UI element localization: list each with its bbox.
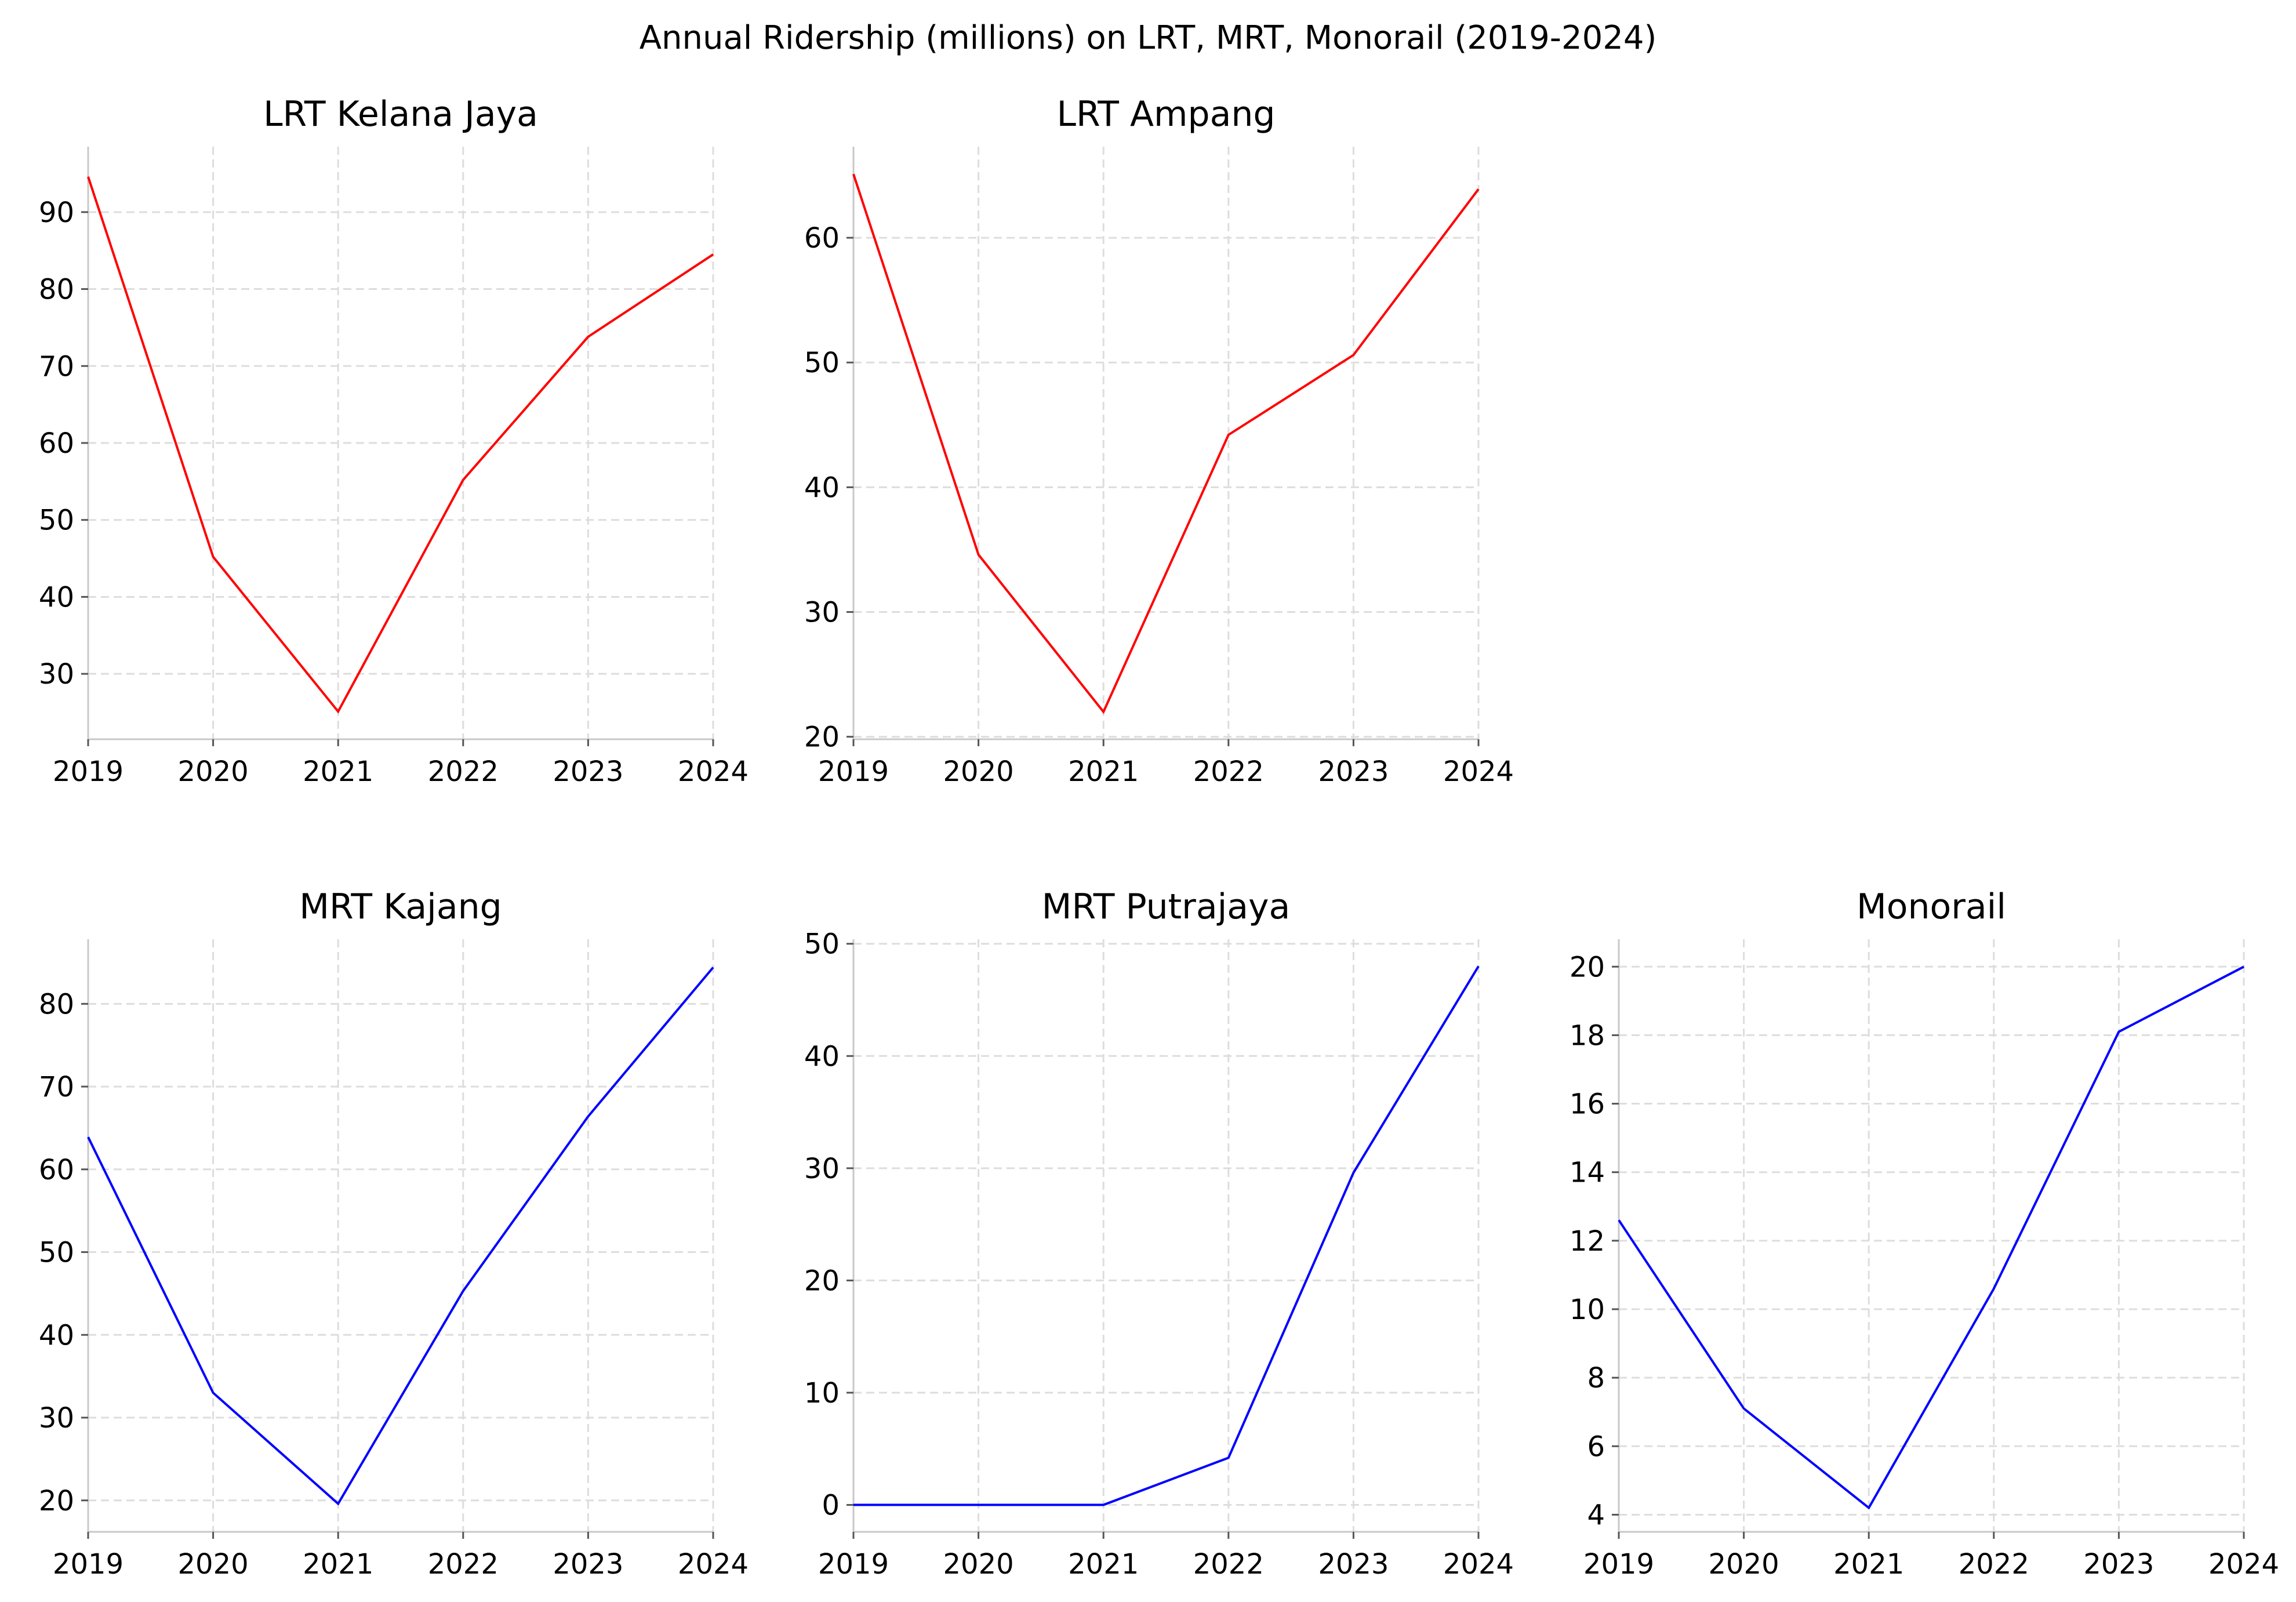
y-tick-label: 10 (1570, 1294, 1605, 1326)
x-tick-label: 2021 (1833, 1548, 1904, 1581)
y-tick-label: 90 (39, 197, 74, 229)
series-line (87, 176, 714, 714)
series-line (852, 173, 1480, 714)
y-tick-label: 50 (804, 928, 840, 961)
y-tick-label: 12 (1570, 1225, 1605, 1258)
subplot-title: LRT Kelana Jaya (263, 94, 538, 135)
y-tick-label: 70 (39, 1071, 74, 1103)
subplot-title: Monorail (1857, 887, 2006, 927)
x-tick-label: 2022 (1959, 1548, 2029, 1581)
series-line (1618, 965, 2244, 1510)
subplot-5: 4 6 8 10 12 14 16 18 20 2019 2020 2021 2022 2023 2024 M… (1570, 887, 2279, 1581)
y-tick-label: 20 (1570, 951, 1605, 983)
y-tick-label: 16 (1570, 1088, 1605, 1121)
subplot-title: MRT Kajang (299, 887, 502, 927)
x-tick-label: 2022 (428, 755, 499, 788)
x-tick-label: 2022 (428, 1548, 499, 1581)
y-tick-label: 30 (39, 1402, 74, 1434)
y-tick-label: 6 (1587, 1430, 1605, 1463)
subplot-title: MRT Putrajaya (1042, 887, 1291, 927)
series-line (853, 965, 1480, 1506)
subplot-3: 20 30 40 50 60 70 80 2019 2020 2021 2022 2023 2024 MR… (39, 887, 749, 1581)
x-tick-label: 2022 (1193, 755, 1264, 788)
x-tick-label: 2020 (943, 755, 1014, 788)
x-tick-label: 2020 (178, 755, 249, 788)
y-tick-label: 14 (1570, 1157, 1605, 1189)
y-tick-label: 50 (804, 347, 840, 379)
y-tick-label: 30 (804, 1153, 840, 1185)
y-tick-label: 60 (804, 222, 840, 255)
y-tick-label: 18 (1570, 1019, 1605, 1052)
x-tick-label: 2021 (1068, 755, 1139, 788)
x-tick-label: 2024 (2208, 1548, 2279, 1581)
figure-title: Annual Ridership (millions) on LRT, MRT,… (640, 19, 1657, 57)
x-tick-label: 2023 (553, 1548, 623, 1581)
y-tick-label: 40 (39, 1319, 74, 1352)
x-tick-label: 2024 (1443, 1548, 1514, 1581)
subplot-1: 30 40 50 60 70 80 90 2019 2020 2021 2022 2023 2024 LR… (39, 94, 749, 788)
y-tick-label: 30 (39, 658, 74, 691)
x-tick-label: 2023 (553, 755, 623, 788)
x-tick-label: 2021 (303, 755, 373, 788)
y-tick-label: 20 (804, 721, 840, 754)
subplot-2: 20 30 40 50 60 2019 2020 2021 2022 2023 2024 LRT Am… (804, 94, 1514, 788)
y-tick-label: 10 (804, 1377, 840, 1410)
y-tick-label: 80 (39, 988, 74, 1020)
subplot-4: 0 10 20 30 40 50 2019 2020 2021 2022 2023 2024 MRT P… (804, 887, 1514, 1581)
y-tick-label: 0 (822, 1490, 840, 1522)
x-tick-label: 2019 (53, 1548, 123, 1581)
x-tick-label: 2024 (1443, 755, 1514, 788)
x-tick-label: 2023 (1318, 1548, 1389, 1581)
subplot-title: LRT Ampang (1057, 94, 1276, 135)
x-tick-label: 2024 (678, 755, 749, 788)
x-tick-label: 2019 (53, 755, 123, 788)
y-tick-label: 40 (39, 581, 74, 613)
x-tick-label: 2020 (943, 1548, 1014, 1581)
y-tick-label: 20 (804, 1265, 840, 1297)
x-tick-label: 2023 (2083, 1548, 2154, 1581)
x-tick-label: 2020 (1709, 1548, 1779, 1581)
x-tick-label: 2019 (818, 1548, 889, 1581)
x-tick-label: 2021 (1068, 1548, 1139, 1581)
y-tick-label: 20 (39, 1485, 74, 1517)
x-tick-label: 2023 (1318, 755, 1389, 788)
y-tick-label: 80 (39, 274, 74, 306)
x-tick-label: 2022 (1193, 1548, 1264, 1581)
y-tick-label: 40 (804, 471, 840, 504)
y-tick-label: 60 (39, 1154, 74, 1186)
y-tick-label: 30 (804, 597, 840, 629)
x-tick-label: 2021 (303, 1548, 373, 1581)
x-tick-label: 2024 (678, 1548, 749, 1581)
series-line (87, 967, 714, 1506)
x-tick-label: 2019 (818, 755, 889, 788)
y-tick-label: 50 (39, 1237, 74, 1269)
y-tick-label: 70 (39, 350, 74, 383)
y-tick-label: 8 (1587, 1362, 1605, 1394)
y-tick-label: 50 (39, 504, 74, 537)
x-tick-label: 2020 (178, 1548, 249, 1581)
y-tick-label: 60 (39, 427, 74, 460)
y-tick-label: 4 (1587, 1499, 1605, 1531)
y-tick-label: 40 (804, 1040, 840, 1073)
x-tick-label: 2019 (1583, 1548, 1654, 1581)
